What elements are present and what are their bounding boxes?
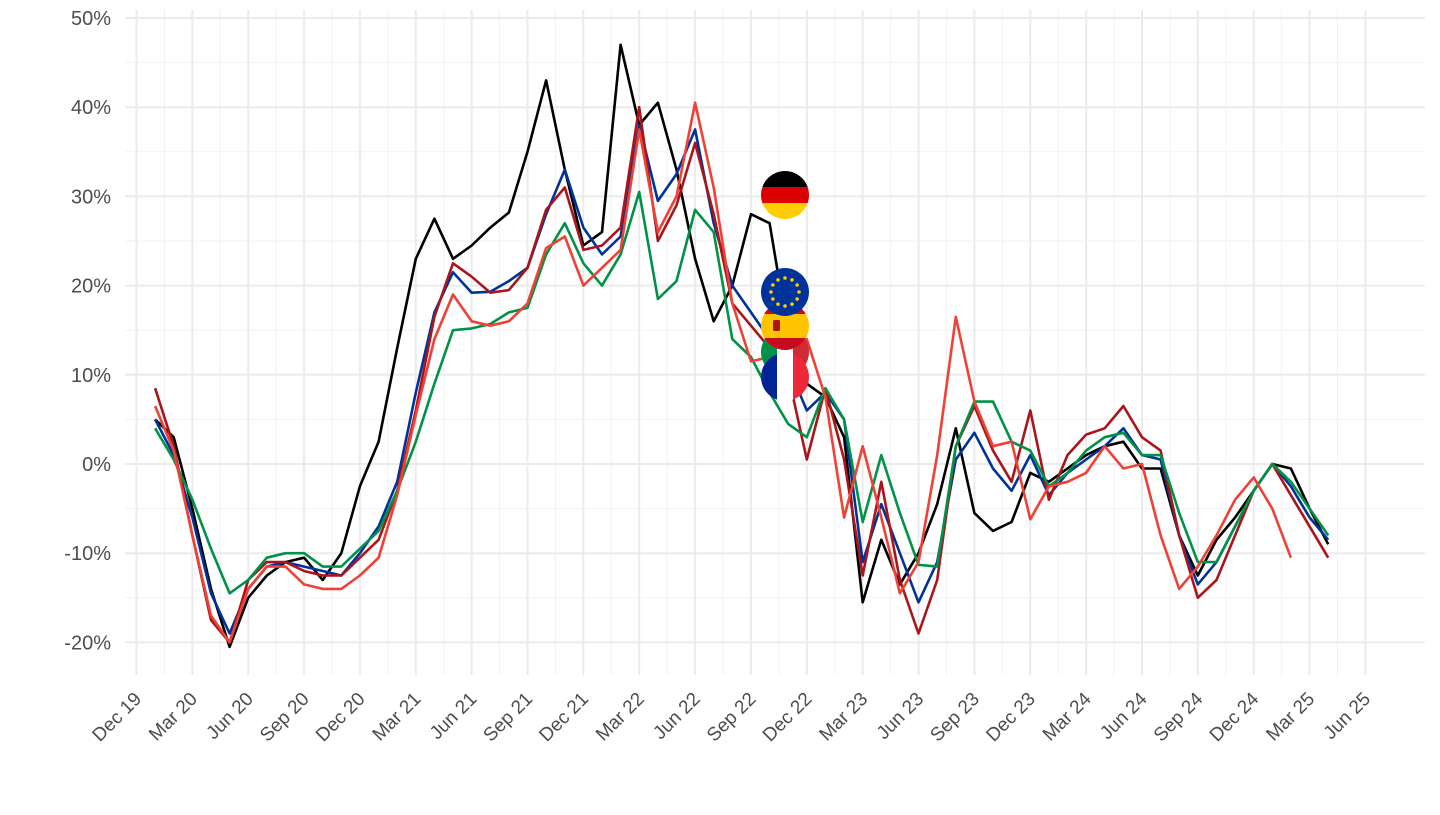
x-tick-label: Mar 25 <box>1262 689 1319 746</box>
x-tick-label: Jun 21 <box>426 689 481 744</box>
series-line-italy <box>153 190 1330 595</box>
y-axis-tick-labels: -20% -10% 0% 10% 20% 30% 40% 50% <box>64 8 111 654</box>
x-tick-label: Mar 20 <box>145 689 202 746</box>
series-lines <box>153 43 1330 649</box>
flag-markers <box>761 171 809 401</box>
series-line-spain <box>153 105 1330 644</box>
y-tick-label: 10% <box>71 365 111 387</box>
x-tick-label: Sep 22 <box>703 689 760 746</box>
y-tick-label: 0% <box>82 454 111 476</box>
x-tick-label: Mar 23 <box>816 689 873 746</box>
germany-flag-icon <box>761 171 809 219</box>
eu-flag-icon <box>761 268 809 316</box>
x-tick-label: Dec 23 <box>982 689 1039 746</box>
x-tick-label: Jun 23 <box>873 689 928 744</box>
y-tick-label: 50% <box>71 8 111 30</box>
x-tick-label: Dec 19 <box>89 689 146 746</box>
x-tick-label: Mar 21 <box>369 689 426 746</box>
x-tick-label: Dec 22 <box>759 689 816 746</box>
series-line-eu <box>153 123 1330 635</box>
france-flag-icon <box>761 353 809 401</box>
x-tick-label: Sep 23 <box>926 689 983 746</box>
x-tick-label: Jun 25 <box>1320 689 1375 744</box>
x-tick-label: Dec 20 <box>312 689 369 746</box>
series-line-germany <box>154 43 1330 649</box>
x-tick-label: Mar 24 <box>1039 688 1096 745</box>
x-tick-label: Sep 21 <box>480 689 537 746</box>
series-line-france <box>153 101 1293 644</box>
y-tick-label: 30% <box>71 186 111 208</box>
y-tick-label: -20% <box>64 632 111 654</box>
y-tick-label: -10% <box>64 543 111 565</box>
gridlines <box>125 10 1425 675</box>
x-tick-label: Jun 24 <box>1096 688 1151 743</box>
x-tick-label: Jun 20 <box>203 689 258 744</box>
y-tick-label: 40% <box>71 97 111 119</box>
x-tick-label: Dec 21 <box>535 689 592 746</box>
x-tick-label: Sep 24 <box>1150 688 1208 746</box>
x-tick-label: Mar 22 <box>592 689 649 746</box>
x-tick-label: Jun 22 <box>649 689 704 744</box>
x-tick-label: Dec 24 <box>1206 688 1264 746</box>
y-tick-label: 20% <box>71 276 111 298</box>
x-tick-label: Sep 20 <box>256 689 313 746</box>
